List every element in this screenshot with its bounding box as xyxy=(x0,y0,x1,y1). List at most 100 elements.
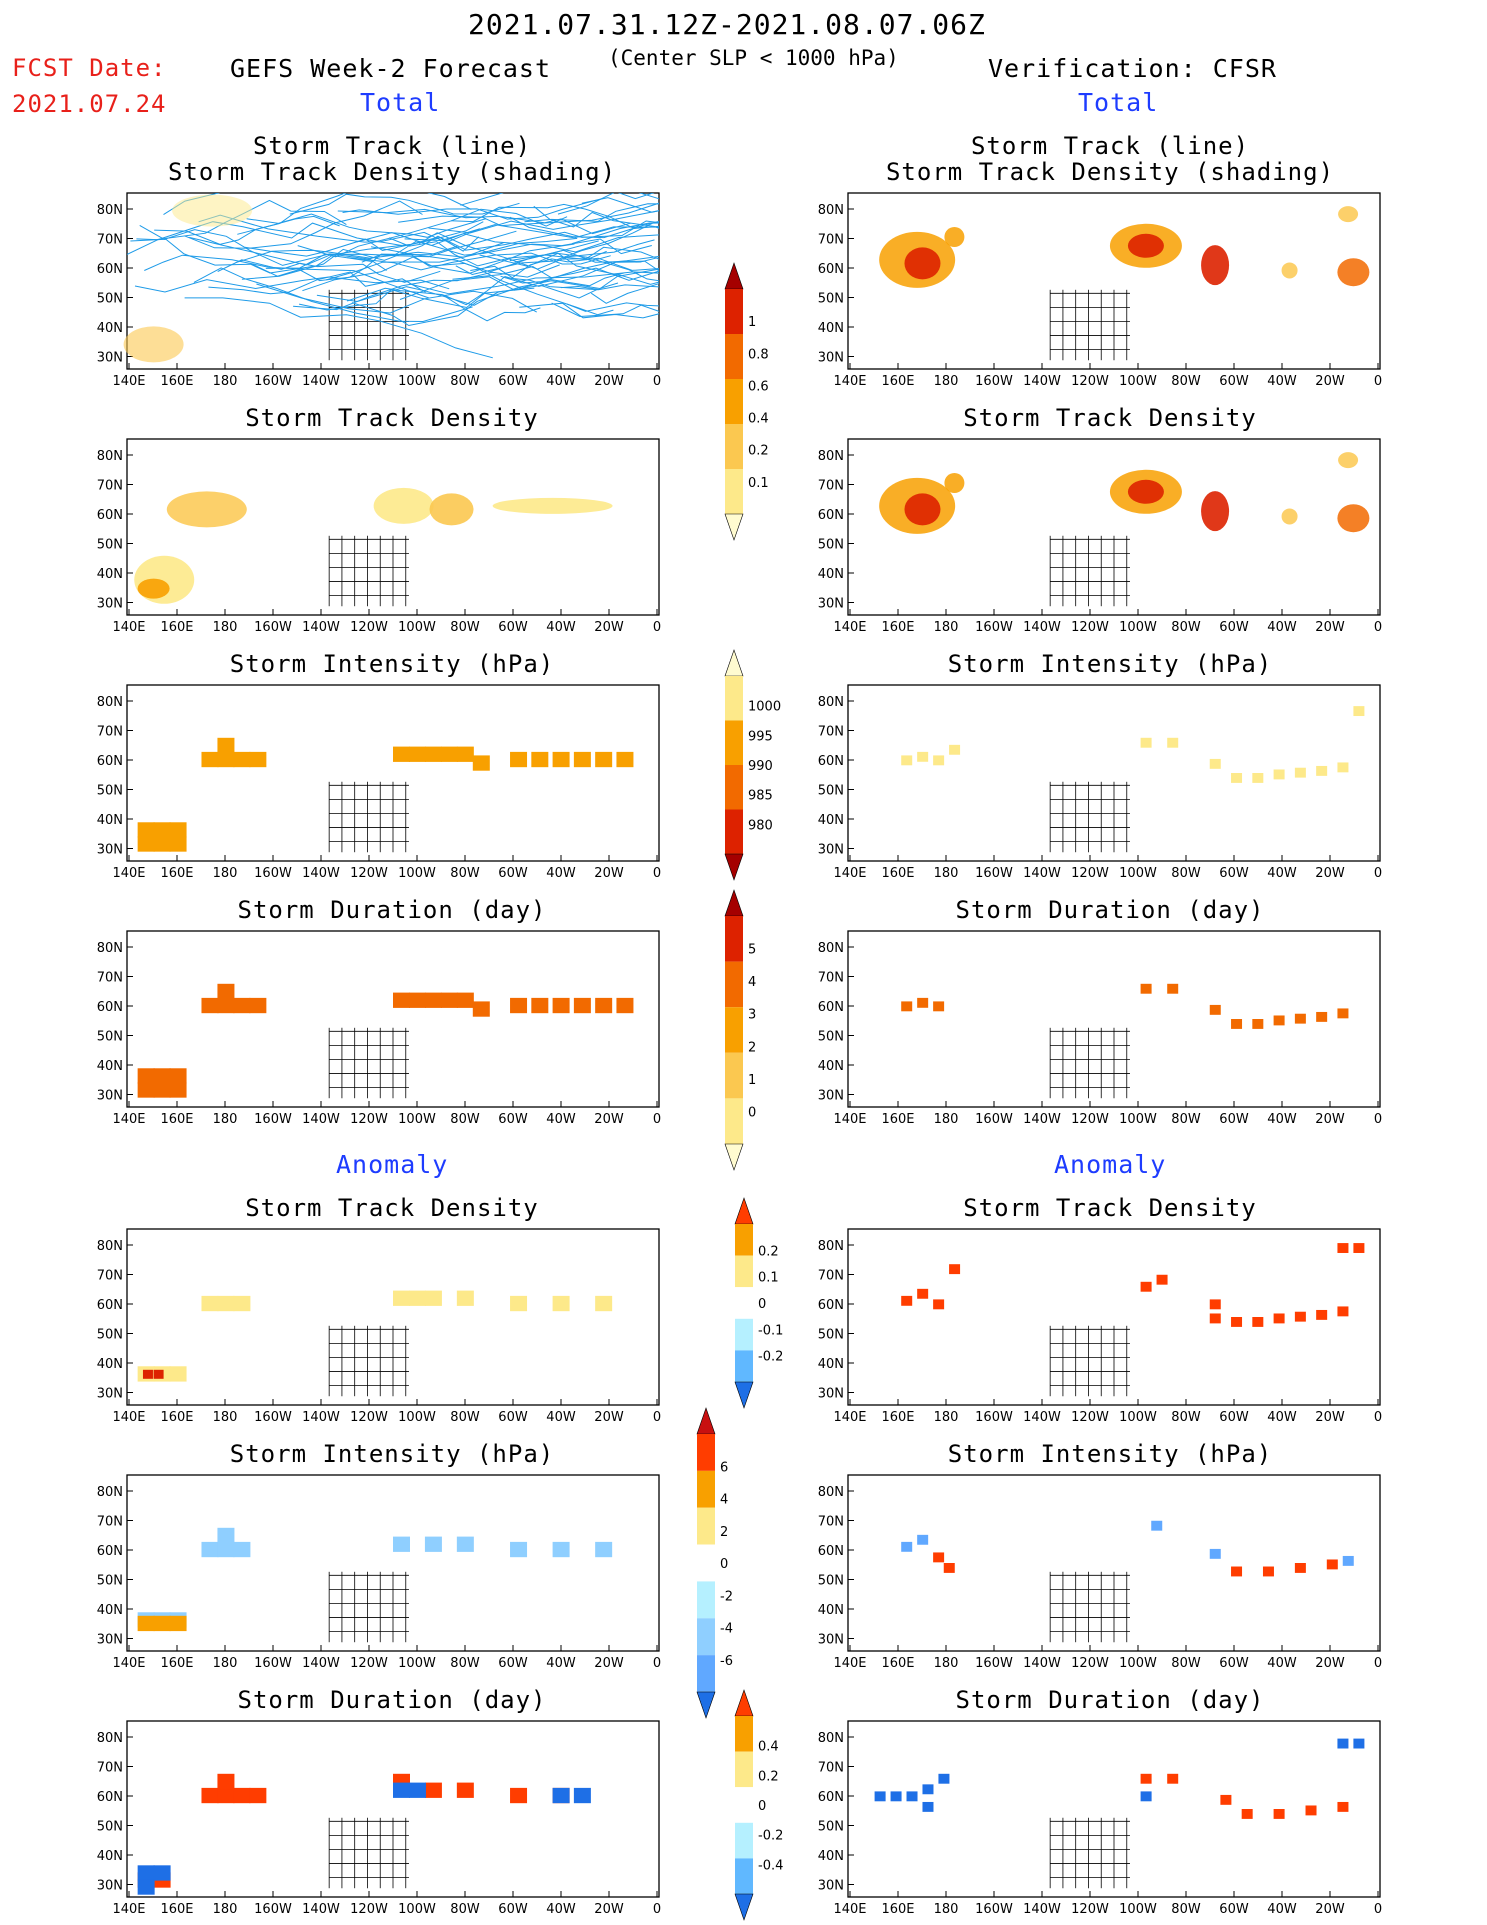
grid-cell xyxy=(510,751,528,768)
colorbar-segment xyxy=(735,1716,753,1752)
colorbar-segment xyxy=(725,469,743,514)
grid-cell xyxy=(169,1068,187,1084)
lon-label: 140E xyxy=(833,1410,866,1425)
lat-label: 50N xyxy=(97,292,123,307)
grid-cell xyxy=(1294,1311,1306,1322)
section-anomaly-left: Anomaly xyxy=(336,1150,449,1179)
lon-label: 80W xyxy=(450,1112,480,1127)
coastline xyxy=(997,443,1242,482)
colorbar-segment xyxy=(725,424,743,469)
lon-label: 0 xyxy=(1374,1902,1382,1917)
lat-label: 40N xyxy=(818,813,844,828)
lon-label: 40W xyxy=(1267,1902,1297,1917)
track-line xyxy=(246,213,487,238)
grid-cell xyxy=(922,1784,934,1795)
coastline xyxy=(1353,1531,1380,1577)
lat-label: 70N xyxy=(818,1761,844,1776)
lon-label: 140W xyxy=(1023,374,1061,389)
shading-cell xyxy=(137,578,170,599)
lon-label: 40W xyxy=(546,620,576,635)
lat-label: 80N xyxy=(818,1731,844,1746)
lon-label: 40W xyxy=(1267,1112,1297,1127)
lon-label: 140W xyxy=(302,1112,340,1127)
coastline xyxy=(997,197,1242,236)
title-duration-left: Storm Duration (day) xyxy=(237,896,547,924)
title-track-shading-left: Storm Track Density (shading) xyxy=(167,158,617,186)
track-line xyxy=(289,193,520,215)
lon-label: 0 xyxy=(653,374,661,389)
grid-cell xyxy=(1151,1520,1163,1531)
grid-cell xyxy=(137,822,155,838)
lon-label: 100W xyxy=(1119,374,1157,389)
colorbar-segment xyxy=(697,1655,715,1692)
colorbar-segment xyxy=(725,1098,743,1144)
lon-label: 80W xyxy=(450,374,480,389)
lon-label: 120W xyxy=(350,1656,388,1671)
colorbar-segment xyxy=(697,1434,715,1471)
lon-label: 180 xyxy=(213,1410,238,1425)
lon-label: 120W xyxy=(1071,374,1109,389)
grid-cell xyxy=(137,1865,155,1881)
lon-label: 160E xyxy=(160,620,193,635)
grid-cell xyxy=(393,1536,410,1552)
lat-label: 70N xyxy=(818,1269,844,1284)
grid-cell xyxy=(1156,1274,1168,1285)
track-line xyxy=(557,193,655,215)
coastline xyxy=(997,935,1242,974)
colorbar-label: 0.1 xyxy=(748,476,769,491)
fcst-date-label: FCST Date: xyxy=(12,54,167,82)
lon-label: 0 xyxy=(1374,1410,1382,1425)
lon-label: 120W xyxy=(350,1902,388,1917)
coastline xyxy=(1103,1531,1151,1563)
grid-cell xyxy=(137,1082,155,1098)
lat-label: 70N xyxy=(97,971,123,986)
gefs-title: GEFS Week-2 Forecast xyxy=(230,54,552,83)
lon-label: 160E xyxy=(881,374,914,389)
lon-label: 160W xyxy=(975,374,1013,389)
shading-cell xyxy=(123,326,184,363)
lon-label: 20W xyxy=(594,1902,624,1917)
grid-cell xyxy=(552,997,570,1014)
colorbar-segment xyxy=(735,1858,753,1894)
map-geography xyxy=(127,441,659,615)
lon-label: 160E xyxy=(160,1656,193,1671)
track-line xyxy=(571,222,659,245)
grid-cell xyxy=(393,1782,410,1798)
shading-cell xyxy=(1201,245,1230,286)
grid-cell xyxy=(153,1615,171,1632)
verification-title: Verification: CFSR xyxy=(988,54,1277,83)
shading-cell xyxy=(166,491,247,528)
colorbar-label: 0.1 xyxy=(758,1271,779,1286)
track-line xyxy=(581,197,659,213)
map-panel: 80N 70N 60N 50N 40N 30N 140E 160E 180 160W 140W 120… xyxy=(818,1228,1382,1425)
grid-cell xyxy=(201,751,219,768)
colorbar-segment xyxy=(725,809,743,854)
colorbar-label: 0.4 xyxy=(758,1740,779,1755)
lon-label: 160W xyxy=(254,374,292,389)
grid-cell xyxy=(1140,983,1152,994)
map-frame xyxy=(847,684,1381,862)
lon-label: 140W xyxy=(1023,1656,1061,1671)
grid-cell xyxy=(1231,1019,1243,1029)
grid-cell xyxy=(901,1001,913,1012)
title-track-line-right: Storm Track (line) xyxy=(970,132,1250,160)
lon-label: 120W xyxy=(350,620,388,635)
lon-label: 140W xyxy=(1023,1410,1061,1425)
grid-cell xyxy=(153,836,171,852)
shading-cell xyxy=(172,194,253,227)
colorbar-label: 0.8 xyxy=(748,347,769,362)
coastline xyxy=(276,689,521,728)
grid-cell xyxy=(1209,1299,1221,1310)
grid-cell xyxy=(169,1082,187,1098)
lat-label: 30N xyxy=(97,351,123,366)
title-anom-intensity-right: Storm Intensity (hPa) xyxy=(947,1440,1273,1468)
grid-cell xyxy=(169,1366,187,1382)
lat-label: 40N xyxy=(818,1849,844,1864)
lat-label: 30N xyxy=(97,1879,123,1894)
track-line xyxy=(356,232,659,253)
map-panel: 80N 70N 60N 50N 40N 30N 140E 160E 180 160W 140W 120… xyxy=(97,1228,661,1425)
title-anom-density-left: Storm Track Density xyxy=(245,1194,539,1222)
track-line xyxy=(241,235,480,280)
grid-cell xyxy=(424,1782,442,1798)
map-geography xyxy=(127,933,659,1107)
